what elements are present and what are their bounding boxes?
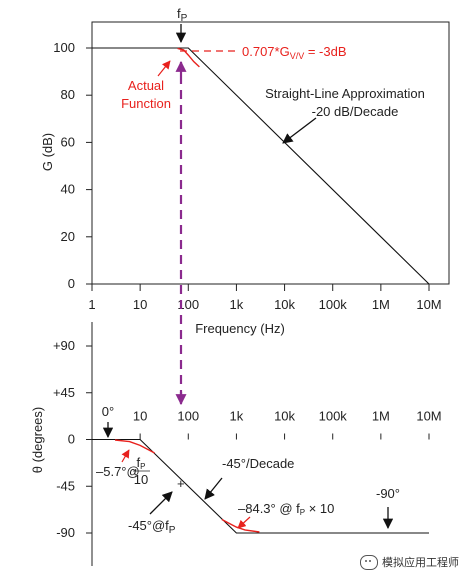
minus-84-3-arrow <box>237 516 251 529</box>
per-decade-arrow <box>204 477 223 500</box>
minus-84-3-label: –84.3° @ fP × 10 <box>238 501 334 517</box>
straight-line-arrow <box>282 117 317 144</box>
phase-x-tick-label: 1M <box>372 409 390 424</box>
phase-y-tick-label: -90 <box>56 525 75 540</box>
phase-x-tick-label: 100 <box>177 409 199 424</box>
phase-x-tick-label: 10 <box>133 409 147 424</box>
magnitude-x-tick-label: 1 <box>88 297 95 312</box>
magnitude-y-tick-label: 80 <box>61 87 75 102</box>
magnitude-x-tick-label: 10M <box>416 297 441 312</box>
magnitude-y-tick-label: 0 <box>68 276 75 291</box>
magnitude-x-tick-label: 10k <box>274 297 295 312</box>
minus-5-7-arrow <box>121 449 130 463</box>
minus-3db-label: 0.707*GV/V = -3dB <box>242 44 347 61</box>
phase-y-tick-label: +90 <box>53 338 75 353</box>
phase-x-tick-label: 10M <box>416 409 441 424</box>
watermark-text: 模拟应用工程师 <box>382 557 459 569</box>
fp-label: fP <box>177 6 188 24</box>
magnitude-y-tick-label: 60 <box>61 134 75 149</box>
magnitude-actual-curve <box>177 47 200 68</box>
phase-y-tick-label: 0 <box>68 432 75 447</box>
magnitude-plot-frame <box>91 21 450 285</box>
minus-5-7-label: –5.7°@ <box>96 464 140 479</box>
phase-x-tick-label: 100k <box>319 409 348 424</box>
phase-y-tick-label: -45 <box>56 478 75 493</box>
magnitude-y-tick-label: 40 <box>61 182 75 197</box>
magnitude-x-tick-label: 1M <box>372 297 390 312</box>
phase-x-tick-label: 10k <box>274 409 295 424</box>
phase-actual-curve <box>114 439 155 454</box>
magnitude-x-tick-label: 100k <box>319 297 348 312</box>
zero-degree-label: 0° <box>102 404 114 419</box>
minus-45-arrow <box>149 491 173 515</box>
phase-y-axis-label: θ (degrees) <box>30 407 45 473</box>
magnitude-y-tick-label: 100 <box>53 40 75 55</box>
phase-x-tick-label: 1k <box>230 409 244 424</box>
minus-45-crosshair: + <box>177 476 185 491</box>
magnitude-plot: 0 20 40 60 80 100 1 10 100 1k 10k 100k 1M 10M G (dB)… <box>40 6 450 336</box>
minus-5-7-fraction-den: 10 <box>134 472 148 487</box>
watermark: 模拟应用工程师 <box>360 554 459 570</box>
magnitude-x-tick-label: 100 <box>177 297 199 312</box>
magnitude-x-axis-label: Frequency (Hz) <box>195 321 285 336</box>
phase-y-tick-label: +45 <box>53 385 75 400</box>
per-decade-label: -45°/Decade <box>222 456 294 471</box>
magnitude-y-tick-label: 20 <box>61 229 75 244</box>
minus-90-label: -90° <box>376 486 400 501</box>
actual-function-label-line1: Actual <box>128 78 164 93</box>
actual-function-arrow <box>157 60 171 77</box>
straight-line-label-line1: Straight-Line Approximation <box>265 86 425 101</box>
magnitude-y-axis-label: G (dB) <box>40 133 55 171</box>
magnitude-straight-line <box>92 47 430 285</box>
wechat-icon <box>360 554 378 570</box>
actual-function-label-line2: Function <box>121 96 171 111</box>
phase-plot: +90 +45 0 -45 -90 10 100 1k 10k 100k 1M 10M θ (deg… <box>30 322 442 566</box>
magnitude-x-tick-label: 10 <box>133 297 147 312</box>
minus-5-7-fraction-num: fP <box>137 455 146 471</box>
phase-actual-curve <box>221 518 260 533</box>
magnitude-x-tick-label: 1k <box>230 297 244 312</box>
straight-line-label-line2: -20 dB/Decade <box>312 104 399 119</box>
minus-45-at-fp-label: -45°@fP <box>128 518 176 536</box>
